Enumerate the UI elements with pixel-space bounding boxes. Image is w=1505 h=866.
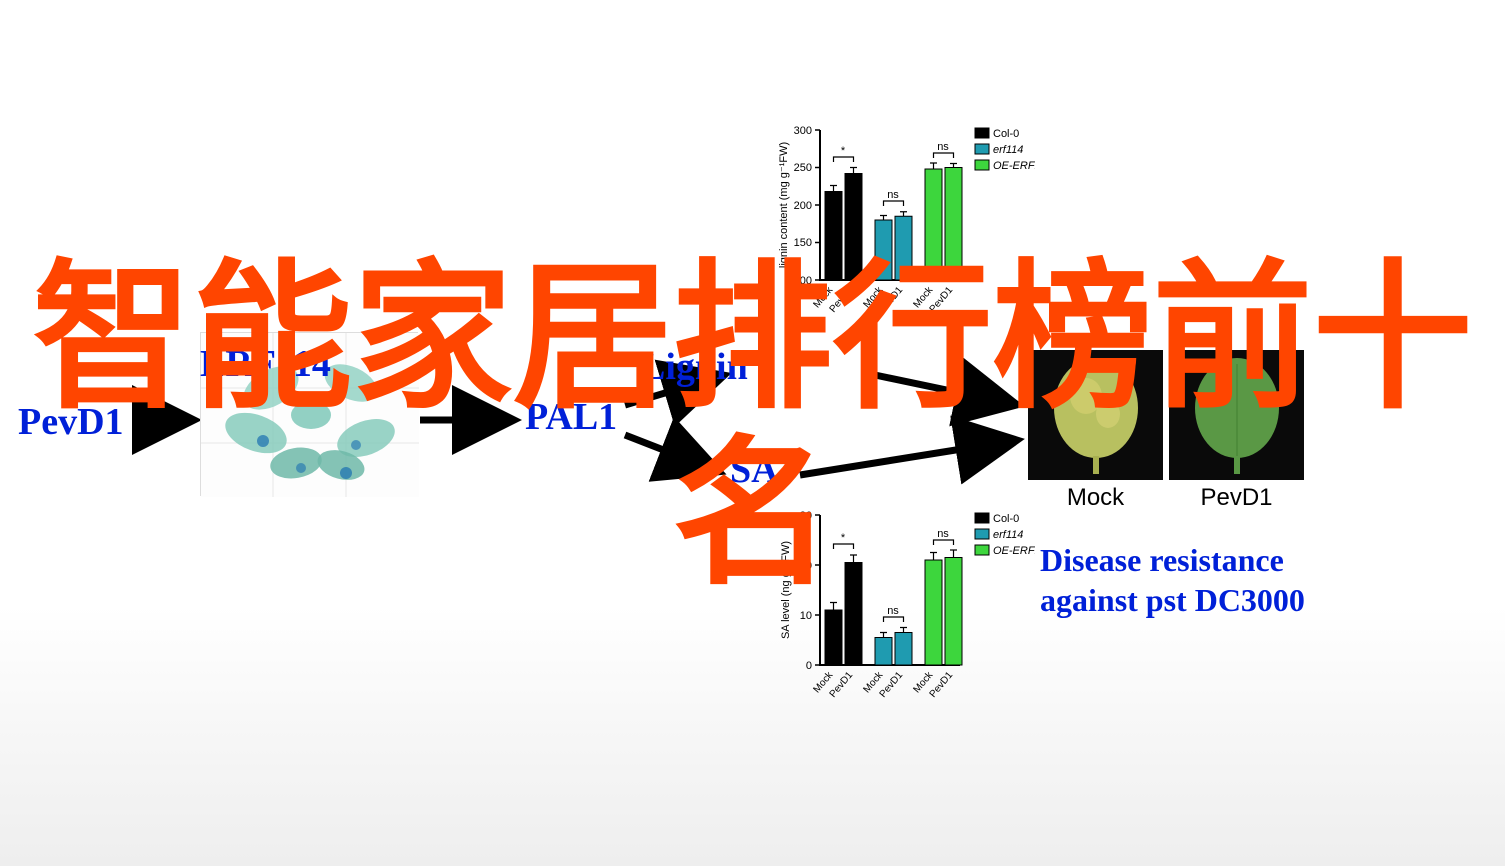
svg-text:OE-ERF114: OE-ERF114: [993, 160, 1035, 172]
lignin-chart: 100 150 200 250 300 lignin content (mg g…: [775, 120, 1035, 340]
svg-text:*: *: [841, 145, 846, 157]
svg-text:erf114: erf114: [993, 144, 1023, 156]
svg-text:300: 300: [794, 125, 812, 137]
label-lignin: Lignin: [640, 345, 748, 389]
svg-text:lignin content (mg g⁻¹FW): lignin content (mg g⁻¹FW): [778, 142, 790, 268]
leaf-label-mock: Mock: [1028, 484, 1163, 512]
svg-text:100: 100: [794, 275, 812, 287]
svg-text:200: 200: [794, 200, 812, 212]
label-pevd1: PevD1: [18, 400, 124, 444]
svg-text:30: 30: [800, 510, 812, 522]
svg-text:Col-0: Col-0: [993, 513, 1019, 525]
svg-text:SA level (ng g⁻¹FW): SA level (ng g⁻¹FW): [780, 541, 792, 639]
leaf-label-pevd1: PevD1: [1169, 484, 1304, 512]
svg-text:ns: ns: [887, 189, 899, 201]
label-pal1: PAL1: [525, 395, 617, 439]
svg-text:10: 10: [800, 610, 812, 622]
label-sa: SA: [730, 448, 779, 492]
leaf-panel: Mock PevD1: [1028, 350, 1308, 512]
svg-text:Col-0: Col-0: [993, 128, 1019, 140]
label-disease: Disease resistance against pst DC3000: [1040, 540, 1305, 620]
svg-text:ns: ns: [937, 528, 949, 540]
svg-text:20: 20: [800, 560, 812, 572]
svg-text:ns: ns: [887, 605, 899, 617]
svg-text:250: 250: [794, 162, 812, 174]
svg-text:ns: ns: [937, 141, 949, 153]
label-disease-line2: against pst DC3000: [1040, 580, 1305, 620]
label-disease-line1: Disease resistance: [1040, 540, 1305, 580]
svg-text:OE-ERF114: OE-ERF114: [993, 545, 1035, 557]
sa-chart: 0 10 20 30 SA level (ng g⁻¹FW) * ns ns M…: [775, 505, 1035, 735]
svg-text:erf114: erf114: [993, 529, 1023, 541]
svg-text:*: *: [841, 532, 846, 544]
label-erf114: ERF114: [200, 342, 331, 386]
svg-text:0: 0: [806, 660, 812, 672]
svg-text:150: 150: [794, 237, 812, 249]
